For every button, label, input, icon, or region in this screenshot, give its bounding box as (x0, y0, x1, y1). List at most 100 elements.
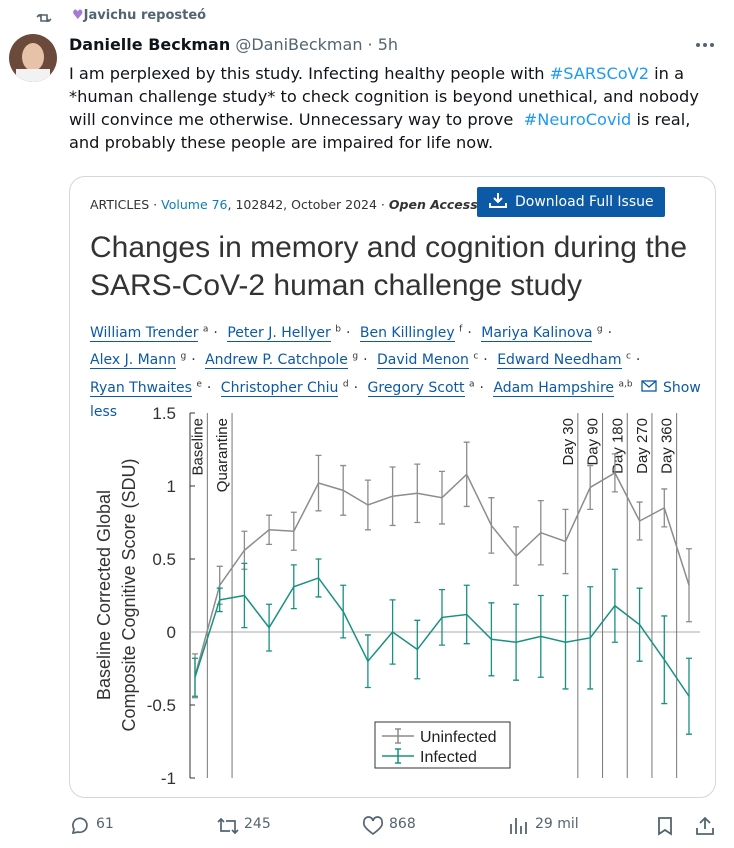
separator: · (367, 35, 373, 54)
download-button: Download Full Issue (477, 187, 665, 217)
error-bar (315, 454, 322, 512)
y-tick-label: 1 (167, 477, 176, 496)
error-bar (266, 514, 273, 546)
separator: · (467, 324, 472, 341)
y-tick-label: -0.5 (147, 696, 176, 715)
error-bar (636, 501, 643, 541)
author-name[interactable]: David Menon (377, 352, 469, 370)
separator: · (191, 352, 196, 369)
author-name[interactable]: Gregory Scott (367, 379, 465, 397)
error-bar (537, 499, 544, 566)
author: Gregory Scott a · (367, 379, 489, 397)
author-name[interactable]: Edward Needham (497, 352, 622, 370)
bookmark-icon[interactable] (655, 815, 675, 837)
affiliation: g (180, 351, 187, 362)
author-name[interactable]: Andrew P. Catchpole (205, 352, 348, 370)
volume: Volume 76 (161, 197, 228, 212)
repost-icon (36, 13, 52, 23)
show-less: Show less (90, 380, 701, 420)
y-tick-label: 1.5 (152, 404, 176, 423)
author: David Menon c · (377, 351, 493, 370)
author: Edward Needham c · (497, 351, 645, 370)
error-bar (290, 511, 297, 551)
author-name[interactable]: Peter J. Hellyer (227, 324, 331, 342)
error-bar (562, 508, 569, 575)
error-bar (340, 464, 347, 516)
more-button[interactable] (694, 40, 716, 50)
hashtag[interactable]: #SARSCoV2 (549, 64, 650, 83)
error-bar (463, 584, 470, 645)
legend-swatch (382, 728, 414, 744)
article-title: Changes in memory and cognition during t… (90, 231, 688, 302)
article-meta: ARTICLES · Volume 76, 102842, October 20… (90, 197, 478, 212)
author-line: Danielle Beckman @DaniBeckman · 5h (69, 35, 398, 54)
share-icon[interactable] (694, 815, 716, 837)
error-bar (513, 526, 520, 586)
error-bar (192, 657, 198, 697)
error-bar (340, 584, 347, 639)
error-bar (439, 470, 445, 525)
error-bar (216, 587, 223, 613)
error-bar (364, 634, 371, 689)
separator: · (483, 352, 488, 369)
affiliation: a (468, 379, 475, 390)
section: ARTICLES (90, 197, 150, 212)
error-bar (488, 497, 495, 554)
y-axis-label: Composite Cognitive Score (SDU) (119, 458, 139, 731)
author: Adam Hampshire a,b (493, 379, 633, 397)
tweet-time[interactable]: 5h (377, 35, 399, 54)
author-name[interactable]: Ben Killingley (359, 324, 455, 342)
affiliation: c (473, 351, 479, 362)
author: Peter J. Hellyer b · (227, 324, 355, 342)
error-bar (587, 464, 594, 511)
author-handle[interactable]: @DaniBeckman (235, 35, 363, 54)
author-name[interactable]: Danielle Beckman (69, 35, 231, 54)
affiliation: d (342, 379, 349, 390)
error-bar (389, 599, 396, 665)
error-bar (686, 548, 692, 623)
text-segment: I am perplexed by this study. Infecting … (69, 64, 550, 83)
separator: · (479, 379, 484, 396)
author: Mariya Kalinova g · (481, 324, 617, 342)
separator: · (213, 324, 218, 341)
legend-swatch (382, 748, 414, 764)
error-bar (241, 562, 248, 629)
author: William Trender a · (90, 324, 223, 342)
error-bar (661, 615, 668, 705)
separator: · (153, 197, 158, 212)
separator: · (353, 379, 359, 396)
author-name[interactable]: Mariya Kalinova (481, 324, 593, 342)
show-less-label[interactable]: Show less (90, 379, 701, 420)
author-name[interactable]: Alex J. Mann (90, 352, 177, 370)
phase-label: Day 30 (560, 418, 577, 466)
views-icon[interactable] (508, 815, 528, 837)
y-tick-label: 0 (167, 623, 176, 642)
repost-text: Javichu reposteó (83, 8, 207, 23)
author-name[interactable]: Christopher Chiu (220, 379, 339, 397)
affiliation: e (196, 379, 202, 390)
affiliation: g (352, 351, 359, 362)
legend-label: Uninfected (420, 729, 497, 746)
like-count: 868 (389, 816, 416, 832)
author-name[interactable]: William Trender (90, 324, 199, 342)
author-name[interactable]: Ryan Thwaites (90, 379, 192, 397)
repost-button[interactable] (216, 815, 240, 837)
reply-icon[interactable] (68, 815, 90, 837)
separator: · (380, 197, 385, 212)
hashtag[interactable]: #NeuroCovid (523, 110, 632, 129)
separator: · (607, 324, 613, 341)
repost-label: ♥Javichu reposteó (72, 8, 207, 23)
affiliation: c (625, 351, 631, 362)
phase-label: Day 270 (634, 418, 651, 474)
affiliation: g (596, 324, 603, 334)
like-icon[interactable] (361, 815, 385, 837)
error-bar (636, 587, 643, 662)
phase-label: Baseline (189, 418, 206, 476)
legend-label: Infected (420, 749, 477, 766)
phase-label: Day 90 (585, 418, 602, 466)
author-name[interactable]: Adam Hampshire (493, 379, 615, 397)
avatar[interactable] (8, 33, 58, 83)
error-bar (611, 453, 618, 493)
affiliation: a,b (618, 379, 633, 390)
error-bar (611, 568, 618, 643)
